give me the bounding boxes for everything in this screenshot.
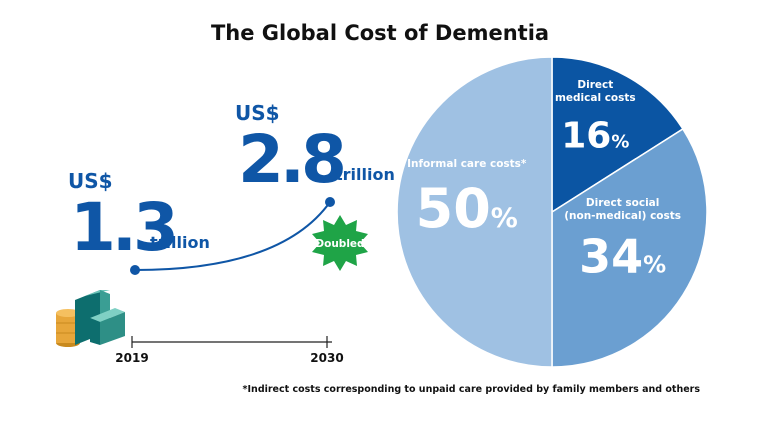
x-tick-label: 2019 bbox=[115, 351, 148, 365]
currency-label: US$ bbox=[68, 169, 113, 193]
unit-label: trillion bbox=[150, 233, 210, 252]
slice-category: Informal care costs* bbox=[407, 158, 527, 170]
slice-value-label: 16% bbox=[561, 115, 629, 156]
unit-label: trillion bbox=[335, 165, 395, 184]
pie-slice bbox=[551, 127, 708, 368]
badge-label: Doubled bbox=[315, 238, 364, 250]
point bbox=[130, 265, 140, 275]
currency-label: US$ bbox=[235, 101, 280, 125]
money-icon bbox=[56, 290, 125, 347]
growth-curve bbox=[134, 201, 331, 271]
slice-category: Direct social (non-medical) costs bbox=[564, 197, 681, 222]
x-tick-label: 2030 bbox=[310, 351, 343, 365]
footnote: *Indirect costs corresponding to unpaid … bbox=[243, 384, 701, 395]
pie-slice bbox=[396, 56, 553, 368]
slice-category: Direct medical costs bbox=[555, 79, 636, 104]
point bbox=[325, 197, 335, 207]
badge-shape bbox=[312, 215, 368, 271]
pie-slice bbox=[551, 56, 684, 214]
slice-value-label: 50% bbox=[416, 177, 518, 240]
slice-value-label: 34% bbox=[579, 230, 666, 284]
value-label: 1.3 bbox=[70, 189, 175, 266]
title: The Global Cost of Dementia bbox=[211, 21, 549, 45]
value-label: 2.8 bbox=[238, 121, 343, 198]
